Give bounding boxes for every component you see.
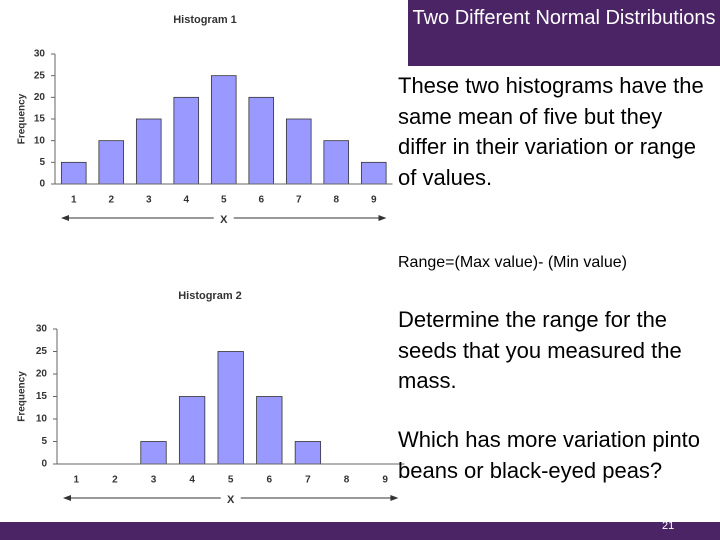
slide-title: Two Different Normal Distributions	[408, 0, 720, 66]
paragraph: These two histograms have the same mean …	[398, 73, 704, 190]
bar	[285, 118, 312, 185]
bar	[173, 96, 200, 185]
x-tick-label: 6	[267, 475, 273, 486]
page-number: 21	[662, 520, 675, 532]
chart-title: Histogram 2	[178, 290, 242, 302]
x-tick-label: 8	[344, 475, 350, 486]
x-tick-label: 5	[228, 475, 234, 486]
arrow-head	[378, 215, 387, 221]
bar	[294, 441, 322, 465]
y-tick-label: 25	[34, 70, 46, 81]
arrow-head	[63, 495, 71, 501]
x-tick-label: 3	[151, 475, 157, 486]
y-tick-label: 15	[34, 114, 46, 125]
bar	[140, 441, 167, 465]
formula: Range=(Max value)- (Min value)	[398, 254, 627, 271]
x-axis-label: X	[220, 214, 228, 226]
chart-title: Histogram 1	[173, 14, 237, 26]
x-tick-label: 1	[74, 475, 80, 486]
x-tick-label: 2	[112, 475, 118, 486]
x-tick-label: 7	[305, 475, 311, 486]
x-axis-label: X	[227, 494, 235, 506]
y-axis-label: Frequency	[17, 371, 28, 422]
y-tick-label: 20	[36, 369, 48, 380]
bar	[210, 75, 237, 185]
x-tick-label: 6	[258, 195, 264, 206]
paragraph: Which has more variation pinto beans or …	[398, 427, 701, 483]
x-tick-label: 7	[296, 195, 302, 206]
y-tick-label: 15	[36, 391, 48, 402]
y-tick-label: 30	[34, 49, 46, 60]
bar	[256, 396, 283, 465]
x-tick-label: 1	[71, 195, 77, 206]
x-tick-label: 5	[221, 195, 227, 206]
bar	[217, 351, 244, 465]
x-tick-label: 4	[183, 195, 189, 206]
paragraph: Determine the range for the seeds that y…	[398, 307, 682, 393]
bar	[323, 140, 350, 185]
y-tick-label: 5	[39, 157, 45, 168]
x-tick-label: 3	[146, 195, 152, 206]
footer-bar	[0, 522, 720, 540]
bar	[98, 140, 125, 185]
bar	[60, 161, 87, 185]
arrow-head	[390, 495, 399, 501]
y-tick-label: 30	[36, 324, 48, 335]
x-tick-label: 9	[382, 475, 388, 486]
bar	[178, 396, 206, 465]
bar	[135, 118, 162, 185]
y-tick-label: 0	[41, 459, 47, 470]
arrow-head	[61, 215, 69, 221]
y-tick-label: 10	[36, 414, 48, 425]
y-tick-label: 20	[34, 92, 46, 103]
x-tick-label: 2	[108, 195, 114, 206]
x-tick-label: 4	[189, 475, 195, 486]
x-tick-label: 8	[333, 195, 339, 206]
y-tick-label: 25	[36, 346, 48, 357]
y-tick-label: 0	[39, 179, 45, 190]
y-tick-label: 10	[34, 135, 46, 146]
y-tick-label: 5	[41, 436, 47, 447]
bar	[248, 96, 275, 185]
bar	[360, 161, 387, 185]
x-tick-label: 9	[371, 195, 377, 206]
y-axis-label: Frequency	[17, 93, 28, 144]
